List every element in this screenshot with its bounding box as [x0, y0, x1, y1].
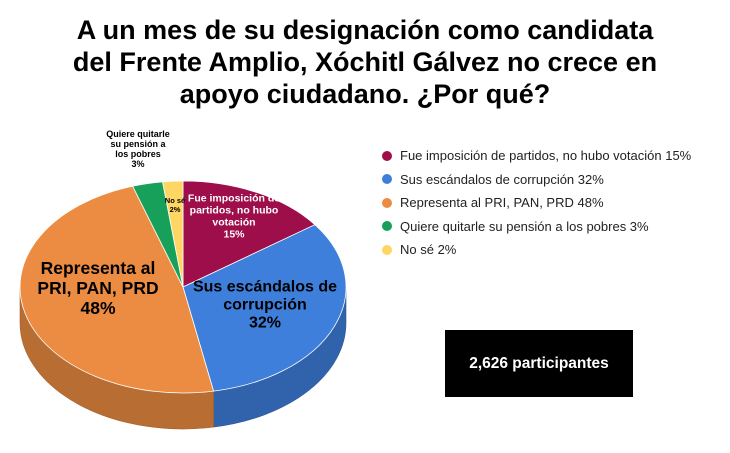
slice-label-no-se: No sé 2%: [165, 196, 185, 214]
legend-item-no-se: No sé 2%: [382, 238, 691, 262]
legend-swatch: [382, 221, 392, 232]
legend-label: Fue imposición de partidos, no hubo vota…: [400, 148, 692, 164]
legend-label: Quiere quitarle su pensión a los pobres …: [400, 218, 649, 234]
legend-item-quiere-quitarle-su-pension-a-los-pobres: Quiere quitarle su pensión a los pobres …: [382, 215, 691, 239]
chart-title-line-1: A un mes de su designación como candidat…: [76, 15, 654, 45]
pie-label-layer: Fue imposición de partidos, no hubo votaci…: [37, 129, 337, 331]
pie-slice-fue-imposicion-de-partidos-no-hubo-votacion: [182, 180, 316, 288]
participants-count: 2,626 participantes: [469, 354, 609, 372]
slice-label-sus-escandalos-de-corrupcion: Sus escándalos de corrupción 32%: [193, 279, 337, 332]
legend-item-representa-al-pri-pan-prd: Representa al PRI, PAN, PRD 48%: [382, 191, 691, 215]
legend-swatch: [382, 197, 392, 208]
pie-top-layer: [19, 180, 347, 394]
chart-title-line-3: apoyo ciudadano. ¿Por qué?: [179, 79, 551, 109]
chart-legend: Fue imposición de partidos, no hubo vota…: [382, 144, 691, 262]
pie-slice-no-se: [162, 180, 184, 288]
pie-slice-sus-escandalos-de-corrupcion: [182, 224, 347, 392]
legend-item-fue-imposicion-de-partidos-no-hubo-votacion: Fue imposición de partidos, no hubo vota…: [382, 144, 691, 168]
legend-swatch: [382, 150, 392, 161]
legend-label: Representa al PRI, PAN, PRD 48%: [400, 195, 604, 211]
participants-box: 2,626 participantes: [445, 330, 633, 397]
chart-title: A un mes de su designación como candidat…: [20, 14, 710, 110]
slice-label-fue-imposicion-de-partidos-no-hubo-votacion: Fue imposición de partidos, no hubo votaci…: [188, 193, 280, 241]
legend-swatch: [382, 174, 392, 185]
legend-item-sus-escandalos-de-corrupcion: Sus escándalos de corrupción 32%: [382, 168, 691, 192]
legend-swatch: [382, 244, 392, 255]
slice-label-quiere-quitarle-su-pension-a-los-pobres: Quiere quitarle su pensión a los pobres 3%: [106, 129, 170, 169]
chart-title-line-2: del Frente Amplio, Xóchitl Gálvez no cre…: [72, 47, 658, 77]
slice-label-representa-al-pri-pan-prd: Representa al PRI, PAN, PRD 48%: [37, 258, 158, 318]
pie-slice-representa-al-pri-pan-prd: [19, 185, 215, 394]
legend-label: No sé 2%: [400, 242, 457, 258]
legend-label: Sus escándalos de corrupción 32%: [400, 171, 604, 187]
